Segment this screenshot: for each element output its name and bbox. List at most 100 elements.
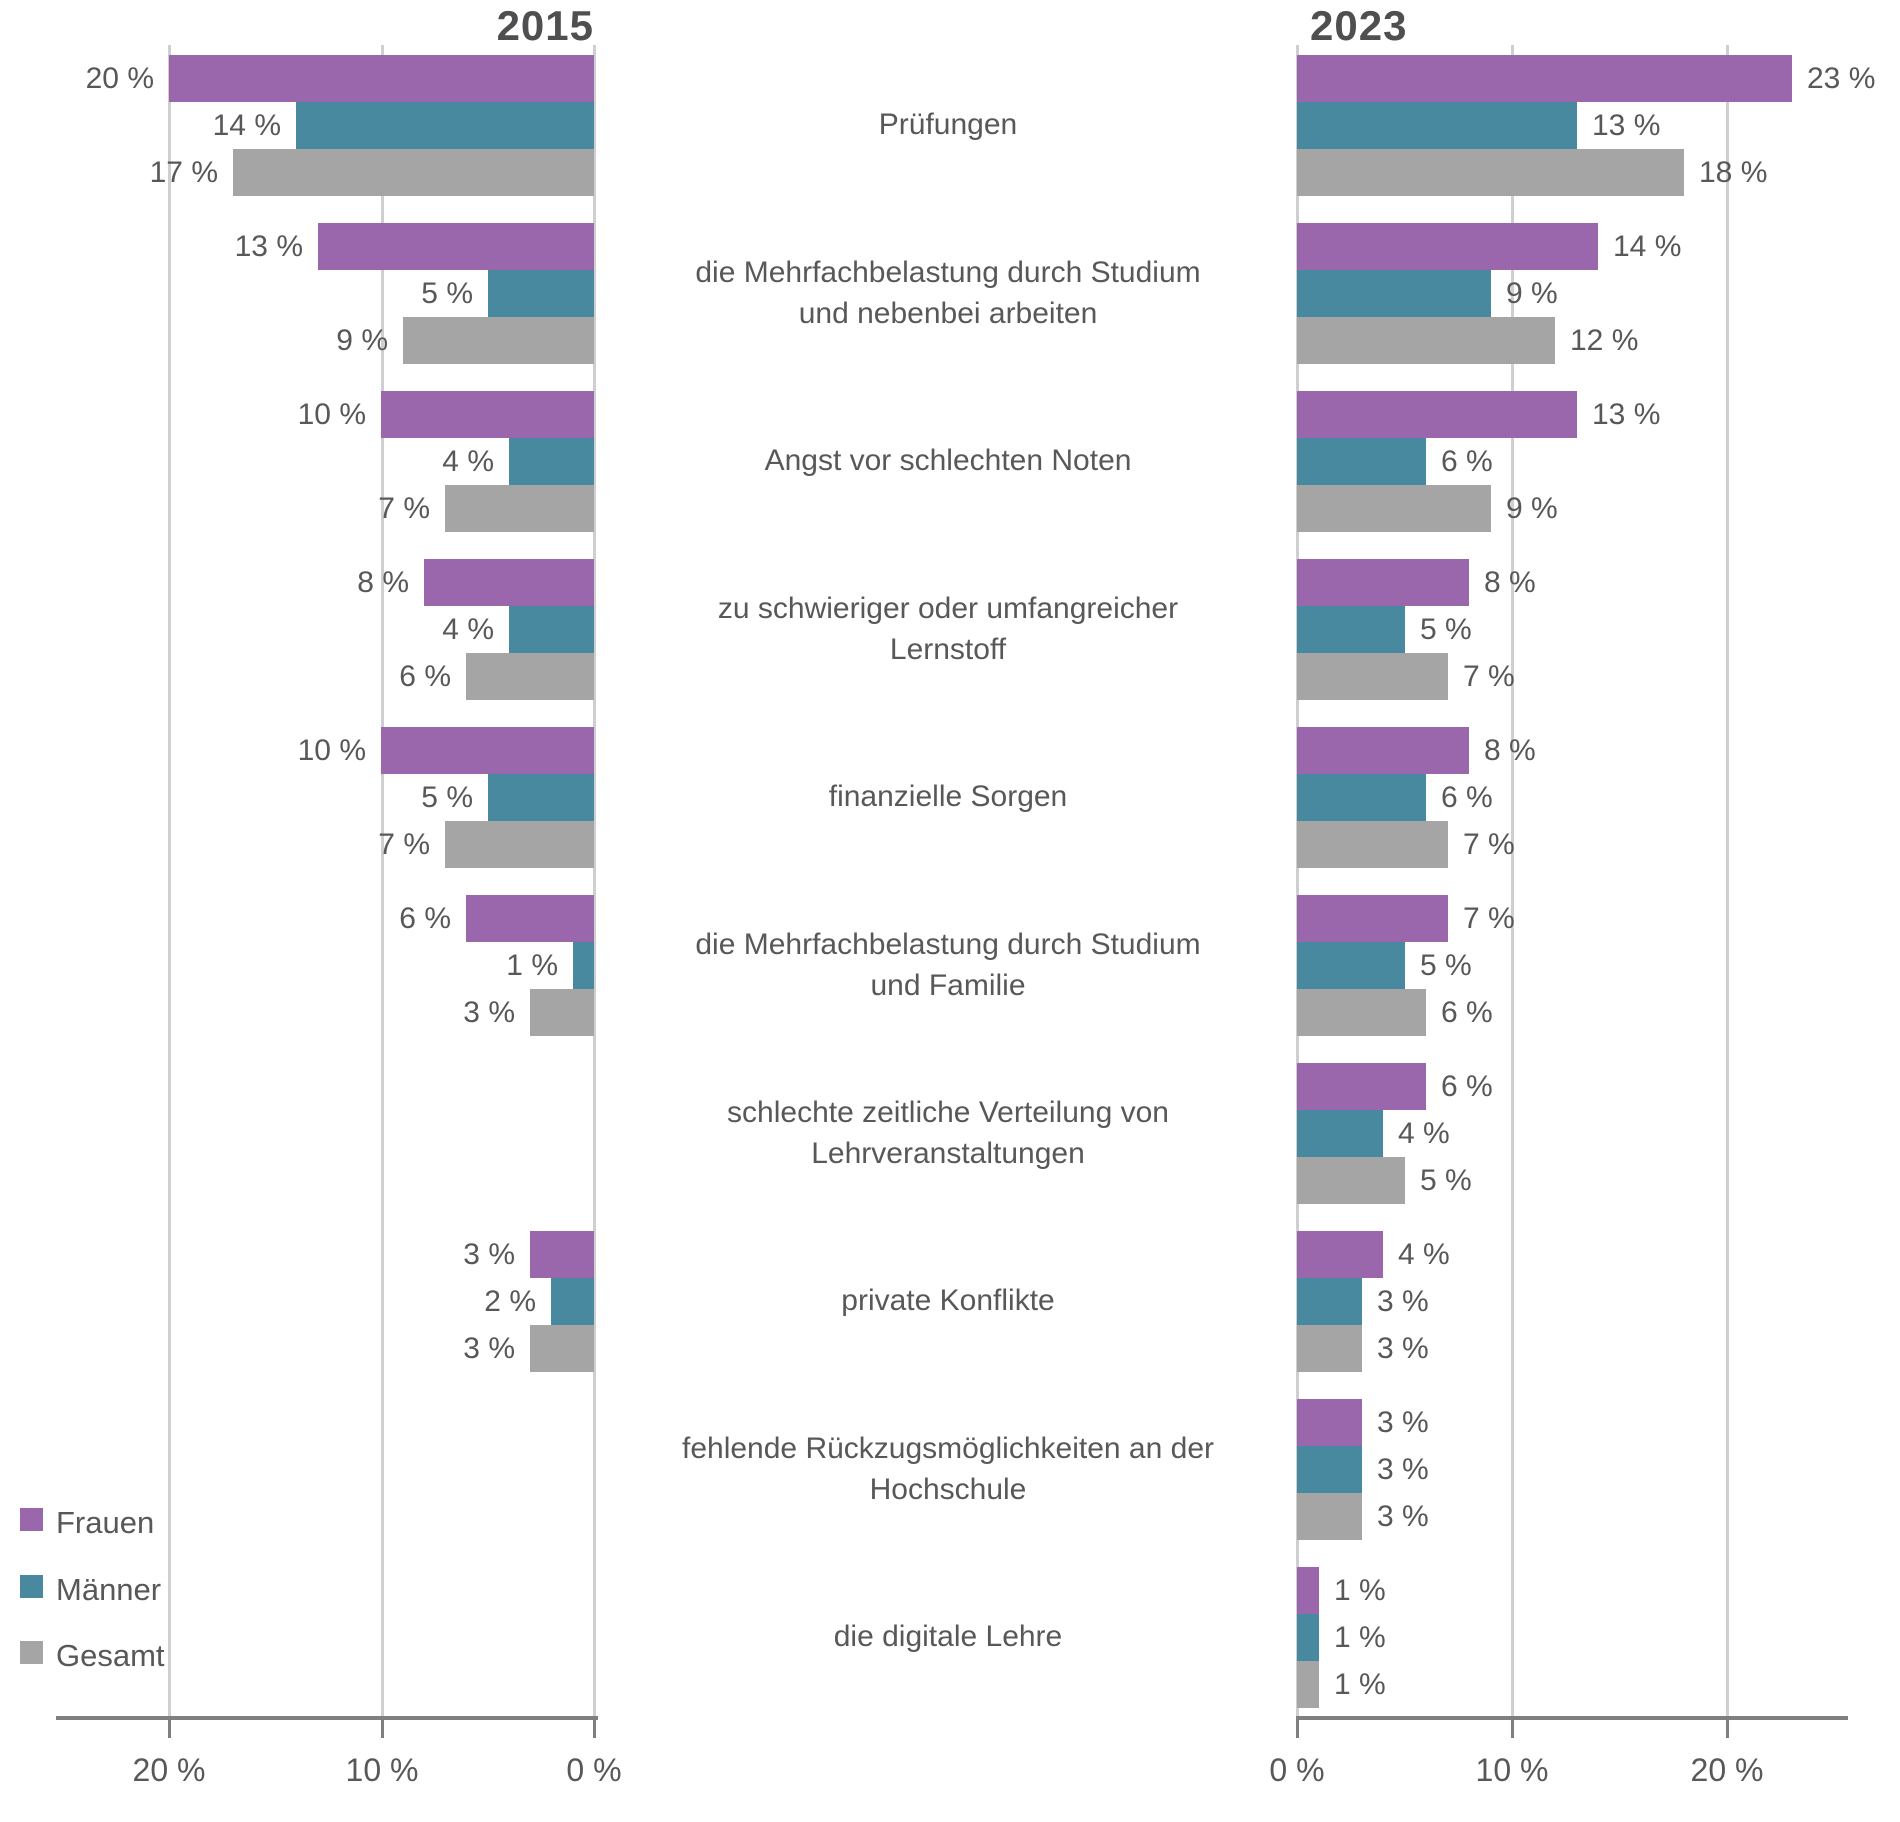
category-label-row4: zu schwieriger oder umfangreicher Lernsto… <box>610 588 1286 670</box>
bar-value-label-2023-frauen-row6: 7 % <box>1463 902 1515 935</box>
axis-tick-2015-0pct <box>593 1716 596 1738</box>
frauen-color-swatch <box>20 1508 43 1531</box>
category-label-row8: private Konflikte <box>610 1280 1286 1321</box>
bar-2023-maenner-row5 <box>1297 774 1426 821</box>
bar-value-label-2023-frauen-row10: 1 % <box>1334 1574 1386 1607</box>
bar-2023-gesamt-row9 <box>1297 1493 1362 1540</box>
axis-line-2015 <box>56 1716 598 1720</box>
bar-2023-frauen-row7 <box>1297 1063 1426 1110</box>
bar-value-label-2015-maenner-row8: 2 % <box>484 1285 536 1318</box>
bar-value-label-2023-gesamt-row4: 7 % <box>1463 660 1515 693</box>
axis-tick-label-2023-20pct: 20 % <box>1690 1752 1764 1788</box>
panel-title-2023: 2023 <box>1310 2 1408 49</box>
bar-2015-frauen-row5 <box>381 727 594 774</box>
bar-value-label-2023-maenner-row8: 3 % <box>1377 1285 1429 1318</box>
bar-value-label-2023-frauen-row7: 6 % <box>1441 1070 1493 1103</box>
bar-value-label-2015-maenner-row1: 14 % <box>212 109 281 142</box>
bar-value-label-2015-maenner-row5: 5 % <box>421 781 473 814</box>
bar-value-label-2023-gesamt-row10: 1 % <box>1334 1668 1386 1701</box>
bar-2023-gesamt-row2 <box>1297 317 1555 364</box>
bar-value-label-2023-frauen-row5: 8 % <box>1484 734 1536 767</box>
gridline-2015-20pct <box>168 45 171 1716</box>
category-label-line: die digitale Lehre <box>833 1620 1063 1653</box>
axis-tick-2023-10pct <box>1511 1716 1514 1738</box>
category-label-row10: die digitale Lehre <box>610 1616 1286 1657</box>
gridline-2023-20pct <box>1726 45 1729 1716</box>
category-label-row6: die Mehrfachbelastung durch Studium und F… <box>610 924 1286 1006</box>
bar-2023-maenner-row6 <box>1297 942 1405 989</box>
bar-value-label-2015-gesamt-row4: 6 % <box>399 660 451 693</box>
category-label-row2: die Mehrfachbelastung durch Studium und n… <box>610 252 1286 334</box>
bar-value-label-2015-frauen-row6: 6 % <box>399 902 451 935</box>
category-label-line: zu schwieriger oder umfangreicher <box>717 592 1179 625</box>
bar-2023-gesamt-row7 <box>1297 1157 1405 1204</box>
bar-value-label-2023-frauen-row8: 4 % <box>1398 1238 1450 1271</box>
bar-2015-frauen-row1 <box>169 55 594 102</box>
bar-value-label-2023-gesamt-row2: 12 % <box>1570 324 1639 357</box>
bar-value-label-2023-frauen-row3: 13 % <box>1592 398 1661 431</box>
gridline-2023-10pct <box>1511 45 1514 1716</box>
category-label-row7: schlechte zeitliche Verteilung von Lehrve… <box>610 1092 1286 1174</box>
bar-2023-frauen-row2 <box>1297 223 1598 270</box>
bar-value-label-2023-gesamt-row1: 18 % <box>1699 156 1768 189</box>
category-label-line: private Konflikte <box>841 1284 1055 1317</box>
bar-2023-gesamt-row6 <box>1297 989 1426 1036</box>
category-label-row9: fehlende Rückzugsmöglichkeiten an der Hoc… <box>610 1428 1286 1510</box>
bar-2015-maenner-row6 <box>573 942 594 989</box>
bar-value-label-2023-gesamt-row8: 3 % <box>1377 1332 1429 1365</box>
bar-value-label-2023-maenner-row9: 3 % <box>1377 1453 1429 1486</box>
bar-2023-gesamt-row4 <box>1297 653 1448 700</box>
bar-2023-maenner-row7 <box>1297 1110 1383 1157</box>
category-label-line: Hochschule <box>869 1473 1027 1506</box>
bar-2023-maenner-row2 <box>1297 270 1491 317</box>
bar-value-label-2015-gesamt-row8: 3 % <box>463 1332 515 1365</box>
category-label-row5: finanzielle Sorgen <box>610 776 1286 817</box>
bar-value-label-2023-maenner-row1: 13 % <box>1592 109 1661 142</box>
bar-2015-maenner-row4 <box>509 606 594 653</box>
bar-2023-maenner-row4 <box>1297 606 1405 653</box>
bar-2023-maenner-row3 <box>1297 438 1426 485</box>
bar-value-label-2015-gesamt-row3: 7 % <box>378 492 430 525</box>
bar-2023-frauen-row4 <box>1297 559 1469 606</box>
axis-tick-label-2023-10pct: 10 % <box>1475 1752 1549 1788</box>
bar-2023-maenner-row1 <box>1297 102 1577 149</box>
category-label-line: die Mehrfachbelastung durch Studium <box>695 256 1201 289</box>
bar-value-label-2023-frauen-row4: 8 % <box>1484 566 1536 599</box>
bar-value-label-2023-gesamt-row6: 6 % <box>1441 996 1493 1029</box>
bar-2015-frauen-row6 <box>466 895 594 942</box>
bar-value-label-2015-maenner-row4: 4 % <box>442 613 494 646</box>
axis-tick-2023-0pct <box>1296 1716 1299 1738</box>
bar-value-label-2015-gesamt-row2: 9 % <box>336 324 388 357</box>
category-label-line: Angst vor schlechten Noten <box>764 444 1132 477</box>
bar-2015-gesamt-row6 <box>530 989 594 1036</box>
bar-value-label-2023-gesamt-row9: 3 % <box>1377 1500 1429 1533</box>
bar-value-label-2023-frauen-row9: 3 % <box>1377 1406 1429 1439</box>
bar-value-label-2015-frauen-row3: 10 % <box>297 398 366 431</box>
bar-value-label-2015-frauen-row8: 3 % <box>463 1238 515 1271</box>
bar-value-label-2015-maenner-row6: 1 % <box>506 949 558 982</box>
bar-2015-maenner-row8 <box>551 1278 594 1325</box>
bar-2015-frauen-row3 <box>381 391 594 438</box>
category-label-line: finanzielle Sorgen <box>828 780 1068 813</box>
category-label-line: fehlende Rückzugsmöglichkeiten an der <box>682 1432 1214 1465</box>
bar-value-label-2015-gesamt-row1: 17 % <box>149 156 218 189</box>
bar-value-label-2015-gesamt-row6: 3 % <box>463 996 515 1029</box>
bar-value-label-2023-maenner-row7: 4 % <box>1398 1117 1450 1150</box>
bar-2023-frauen-row8 <box>1297 1231 1383 1278</box>
bar-2023-maenner-row9 <box>1297 1446 1362 1493</box>
axis-tick-2015-20pct <box>168 1716 171 1738</box>
bar-2015-gesamt-row2 <box>403 317 594 364</box>
axis-tick-label-2015-10pct: 10 % <box>345 1752 419 1788</box>
bar-value-label-2023-frauen-row1: 23 % <box>1807 62 1876 95</box>
bar-2015-gesamt-row5 <box>445 821 594 868</box>
bar-value-label-2015-maenner-row3: 4 % <box>442 445 494 478</box>
axis-tick-label-2015-20pct: 20 % <box>132 1752 206 1788</box>
gridline-2015-0pct <box>593 45 596 1716</box>
bar-value-label-2015-frauen-row4: 8 % <box>357 566 409 599</box>
bar-2015-maenner-row2 <box>488 270 594 317</box>
bar-value-label-2023-maenner-row6: 5 % <box>1420 949 1472 982</box>
gridline-2023-0pct <box>1296 45 1299 1716</box>
bar-2023-frauen-row5 <box>1297 727 1469 774</box>
category-label-line: und nebenbei arbeiten <box>798 297 1098 330</box>
bar-2023-frauen-row6 <box>1297 895 1448 942</box>
